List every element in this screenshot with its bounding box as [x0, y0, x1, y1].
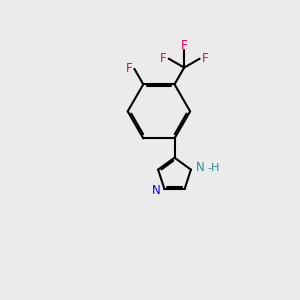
Text: F: F	[126, 62, 133, 75]
Text: N: N	[152, 184, 161, 196]
Text: N: N	[196, 161, 205, 174]
Text: F: F	[160, 52, 167, 65]
Text: F: F	[201, 52, 208, 65]
Text: F: F	[181, 39, 188, 52]
Text: -H: -H	[207, 163, 219, 173]
